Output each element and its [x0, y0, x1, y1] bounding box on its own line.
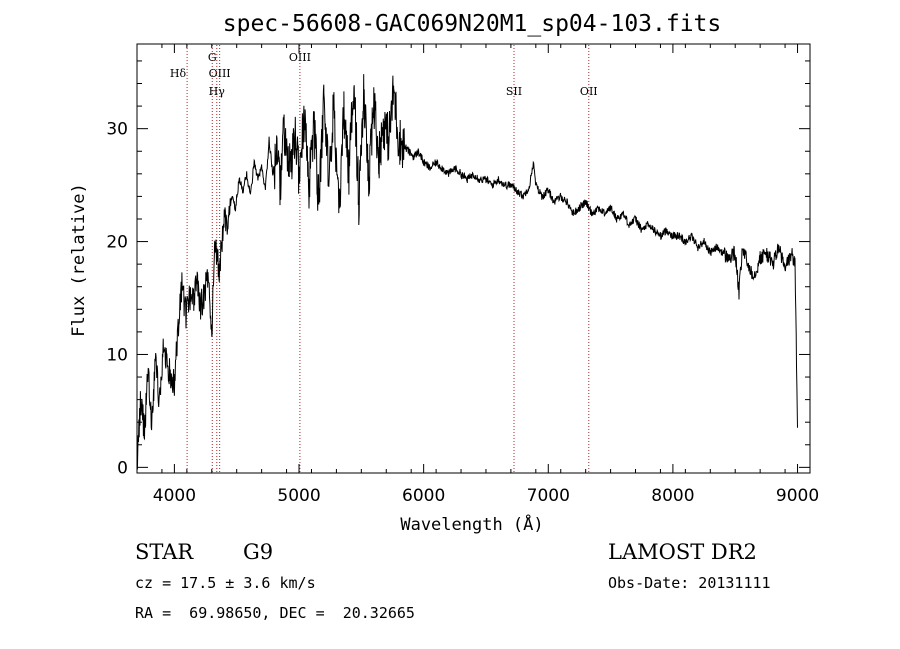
x-tick-label: 6000: [402, 486, 445, 506]
x-axis-label: Wavelength (Å): [400, 513, 543, 535]
plot-frame: [136, 43, 811, 474]
object-subclass: G9: [243, 540, 274, 564]
series-layer: [136, 74, 798, 470]
line-markers: Hδ G OIII Hγ OIII SII OII: [170, 45, 598, 472]
y-tick-label: 20: [106, 233, 128, 253]
x-tick-label: 7000: [527, 486, 570, 506]
x-tick-label: 9000: [776, 486, 819, 506]
chart-title: spec-56608-GAC069N20M1_sp04-103.fits: [223, 11, 722, 37]
redshift-velocity: cz = 17.5 ± 3.6 km/s: [135, 574, 316, 592]
object-class: STAR: [135, 540, 194, 564]
x-tick-label: 4000: [153, 486, 196, 506]
y-tick-label: 0: [117, 458, 128, 478]
spectrum-line: [136, 74, 798, 470]
survey-name: LAMOST DR2: [608, 540, 757, 564]
y-tick-label: 10: [106, 345, 128, 365]
line-marker-label: SII: [506, 85, 522, 98]
x-tick-label: 8000: [651, 486, 694, 506]
y-tick-label: 30: [106, 120, 128, 140]
axes: 4000 5000 6000 7000 8000 9000 0 10 20 30: [106, 44, 819, 506]
y-axis-label: Flux (relative): [69, 183, 89, 337]
line-marker-label: OII: [580, 85, 598, 98]
sky-coordinates: RA = 69.98650, DEC = 20.32665: [135, 604, 415, 622]
x-tick-label: 5000: [277, 486, 320, 506]
line-marker-label: Hδ: [170, 67, 187, 80]
line-marker-label: OIII: [289, 51, 311, 64]
line-marker-label: G: [208, 51, 217, 64]
line-marker-label: OIII: [209, 67, 231, 80]
observation-date: Obs-Date: 20131111: [608, 574, 771, 592]
line-marker-label: Hγ: [209, 85, 226, 98]
